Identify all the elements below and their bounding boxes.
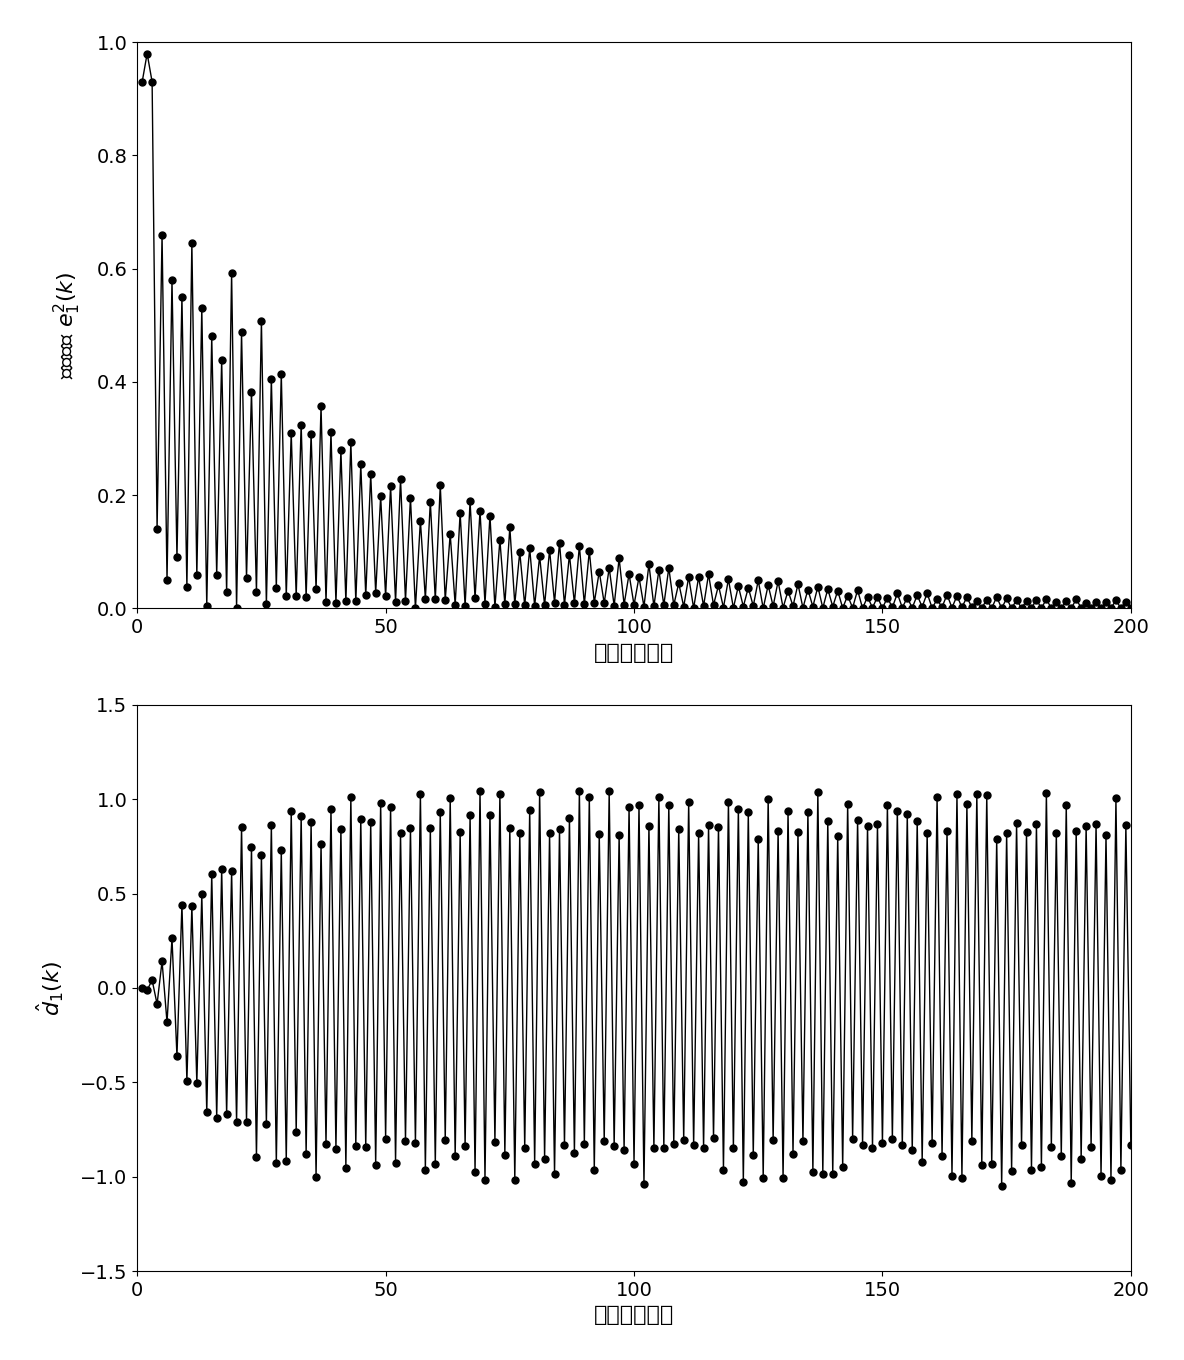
X-axis label: 训练迭代次数: 训练迭代次数 (594, 643, 674, 662)
X-axis label: 训练迭代次数: 训练迭代次数 (594, 1306, 674, 1325)
Y-axis label: $\hat{d}_1(k)$: $\hat{d}_1(k)$ (34, 960, 66, 1016)
Y-axis label: 瞬时误差 $e_1^2(k)$: 瞬时误差 $e_1^2(k)$ (52, 272, 83, 379)
